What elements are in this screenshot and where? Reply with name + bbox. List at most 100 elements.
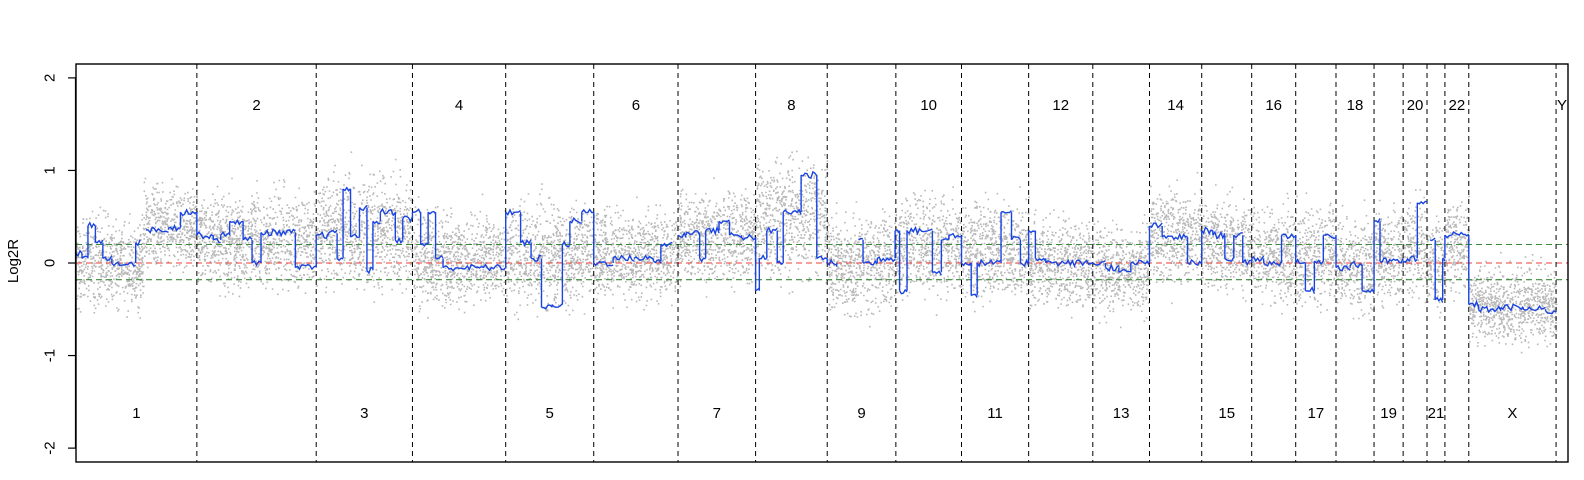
segment <box>1161 232 1188 241</box>
segment-lines <box>75 170 1557 315</box>
segment <box>1034 257 1047 262</box>
segment <box>316 231 329 240</box>
chromosome-label: 16 <box>1265 97 1282 114</box>
segment <box>294 263 317 271</box>
segment <box>412 208 422 214</box>
segment <box>581 208 594 214</box>
segment <box>1295 258 1306 265</box>
segment <box>1477 305 1502 314</box>
chromosome-label: 21 <box>1428 405 1445 422</box>
segment <box>699 257 706 263</box>
segment <box>260 228 296 238</box>
segment <box>988 258 1002 266</box>
chromosome-label: 6 <box>632 97 640 114</box>
segment <box>1263 260 1283 267</box>
segment <box>530 254 542 262</box>
chromosome-label: 13 <box>1113 405 1130 422</box>
segment <box>776 260 784 266</box>
segment <box>1444 234 1452 239</box>
segment <box>660 241 673 248</box>
chromosome-label: X <box>1507 405 1517 422</box>
segment <box>1545 310 1557 315</box>
segment <box>1105 263 1120 272</box>
segment <box>782 208 802 215</box>
segment <box>948 232 962 239</box>
segment <box>146 226 169 235</box>
segment <box>1429 237 1436 242</box>
segment <box>372 220 381 225</box>
segment <box>1434 296 1444 303</box>
segment <box>427 210 437 215</box>
segment <box>520 238 532 248</box>
segment <box>1130 259 1151 266</box>
segment <box>894 229 901 234</box>
chromosome-label: 1 <box>132 405 140 422</box>
segment <box>876 256 896 263</box>
segment <box>327 229 338 234</box>
segment <box>1242 258 1252 267</box>
segment <box>1149 222 1163 229</box>
segment <box>1323 233 1337 240</box>
segment <box>505 208 521 216</box>
segment <box>932 270 943 276</box>
segment <box>81 255 89 259</box>
segment <box>976 258 990 268</box>
segment <box>1201 226 1214 236</box>
segment <box>686 229 701 236</box>
segment <box>420 242 429 248</box>
segment <box>1373 218 1381 224</box>
segment <box>941 238 950 241</box>
chromosome-label: 10 <box>920 97 937 114</box>
chromosome-label: 5 <box>546 405 554 422</box>
segment <box>1305 286 1316 294</box>
segment <box>1416 200 1428 205</box>
segment <box>1335 264 1351 272</box>
segment <box>551 303 563 309</box>
chromosome-label: 11 <box>987 405 1003 422</box>
y-tick-label: 0 <box>42 259 59 267</box>
reference-lines <box>76 243 1568 281</box>
segment <box>858 237 864 241</box>
y-tick-label: -2 <box>42 441 59 454</box>
segment <box>75 249 83 258</box>
chromosome-label: 22 <box>1449 97 1466 114</box>
chromosome-label: 19 <box>1380 405 1397 422</box>
segment <box>1402 257 1411 264</box>
segment <box>960 261 972 267</box>
segment <box>366 266 374 275</box>
segment <box>1251 255 1265 263</box>
segment <box>633 254 654 261</box>
segment <box>1212 230 1226 240</box>
segment <box>1010 235 1021 241</box>
segment <box>1233 231 1243 239</box>
probe-cloud <box>76 150 1558 354</box>
segment <box>435 254 444 260</box>
chromosome-label: 8 <box>787 97 795 114</box>
segment <box>1442 257 1446 262</box>
segment <box>800 170 818 180</box>
segment <box>1450 231 1470 237</box>
segment <box>1500 303 1524 312</box>
segment <box>168 223 181 232</box>
scatter-points <box>76 150 1558 354</box>
segment <box>1468 299 1480 309</box>
segment <box>196 230 214 240</box>
chromosome-label: 7 <box>713 405 721 422</box>
segment <box>229 218 244 226</box>
segment <box>402 215 414 224</box>
segment <box>135 239 141 247</box>
segment <box>95 239 104 245</box>
segment <box>442 263 507 272</box>
chromosome-label: 15 <box>1218 405 1235 422</box>
segment <box>569 216 582 224</box>
chromosome-label: 14 <box>1167 97 1184 114</box>
segment <box>87 221 96 230</box>
segment <box>242 236 253 242</box>
chromosome-label: 12 <box>1052 97 1069 114</box>
y-axis: 2 1 0 -1 -2 <box>42 74 77 455</box>
y-tick-label: 1 <box>42 166 59 174</box>
segment <box>342 186 352 192</box>
segment <box>1118 268 1131 273</box>
segment <box>835 264 838 268</box>
